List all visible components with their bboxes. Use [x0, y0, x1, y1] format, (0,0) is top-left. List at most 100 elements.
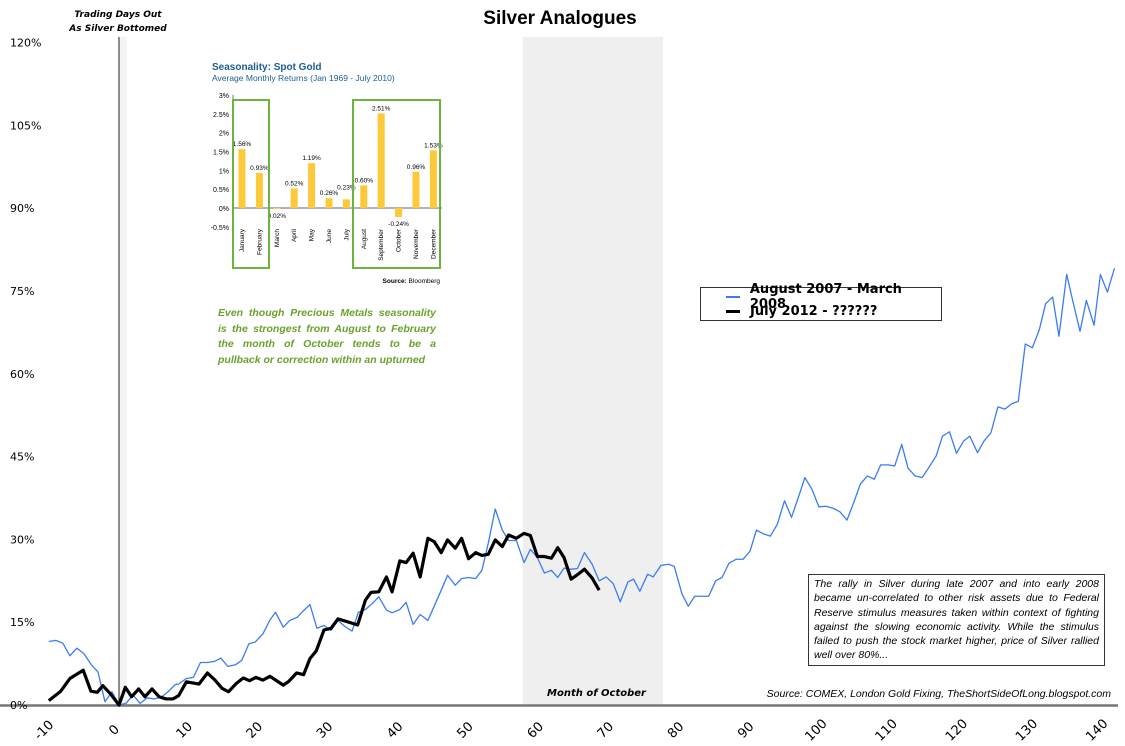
x-tick-label: 60 [525, 719, 547, 741]
inset-highlight-aug-dec [352, 99, 441, 269]
legend-label: August 2007 - March 2008 [749, 281, 902, 312]
seasonality-note: Even though Precious Metals seasonality … [218, 307, 436, 366]
inset-month-label: February [256, 228, 263, 255]
inset-y-tick-label: 0.5% [213, 187, 229, 194]
inset-value-label: 0.52% [285, 180, 304, 187]
y-tick-label: 90% [10, 202, 34, 215]
series-group [47, 268, 1116, 707]
inset-source-name: Bloomberg [407, 278, 441, 285]
inset-value-label: 1.53% [424, 142, 443, 149]
rally-note: The rally in Silver during late 2007 and… [808, 574, 1105, 666]
inset-bar [290, 188, 298, 208]
inset-title: Seasonality: Spot Gold [212, 62, 321, 73]
y-tick-label: 105% [10, 119, 41, 132]
inset-month-label: May [309, 228, 316, 241]
x-axis: -10 0 10 20 30 40 50 60 70 80 90 100 110 120 130 140 [32, 716, 1112, 744]
inset-value-label: 1.56% [233, 141, 252, 148]
inset-month-label: June [326, 229, 333, 243]
inset-bar [325, 198, 333, 208]
y-tick-label: 120% [10, 37, 41, 50]
source-note: Source: COMEX, London Gold Fixing, TheSh… [766, 688, 1111, 700]
inset-source: Source: Bloomberg [383, 278, 441, 285]
inset-y-tick-label: 0% [219, 206, 229, 213]
y-tick-label: 0% [10, 699, 27, 712]
inset-y-tick-label: -0.5% [211, 225, 229, 232]
inset-value-label: 2.51% [372, 105, 391, 112]
legend-swatch-blue [726, 295, 740, 298]
inset-month-label: September [378, 228, 385, 261]
inset-bar [412, 171, 420, 208]
inset-bar [360, 185, 368, 208]
x-tick-label: -10 [32, 718, 58, 744]
inset-month-label: December [430, 228, 437, 259]
inset-value-label: 1.19% [302, 155, 321, 162]
x-tick-label: 140 [1083, 716, 1111, 744]
y-tick-label: 60% [10, 368, 34, 381]
inset-month-label: August [361, 229, 368, 249]
series-line-2012 [47, 531, 601, 707]
inset-y-tick-label: 3% [219, 93, 229, 100]
inset-y-tick-label: 1% [219, 168, 229, 175]
inset-value-label: -0.24% [388, 221, 409, 228]
x-tick-label: 100 [802, 716, 830, 744]
legend: August 2007 - March 2008 July 2012 - ???… [700, 282, 942, 321]
x-axis-title-line2: As Silver Bottomed [69, 24, 167, 34]
bottom-day-shade [119, 37, 127, 705]
inset-bar [255, 172, 263, 208]
x-axis-title: Trading Days Out As Silver Bottomed [58, 8, 178, 36]
x-tick-label: 90 [735, 719, 757, 741]
inset-month-label: November [413, 228, 420, 259]
x-tick-label: 40 [384, 719, 406, 741]
inset-bar [377, 113, 385, 208]
inset-month-label: July [343, 228, 350, 240]
inset-bar [429, 150, 437, 208]
x-tick-label: 30 [314, 719, 336, 741]
series-line-2007-2008 [48, 268, 1116, 706]
legend-item-2012: July 2012 - ?????? [701, 304, 877, 319]
y-tick-label: 45% [10, 451, 34, 464]
x-tick-label: 130 [1013, 716, 1041, 744]
x-tick-label: 50 [454, 719, 476, 741]
inset-value-label: 0.60% [355, 177, 374, 184]
inset-source-label: Source: [383, 278, 407, 285]
legend-swatch-black [726, 310, 740, 313]
x-tick-label: 20 [244, 719, 266, 741]
inset-month-label: March [274, 229, 281, 247]
inset-y-tick-label: 2% [219, 131, 229, 138]
inset-value-label: 0.96% [407, 164, 426, 171]
x-axis-title-line1: Trading Days Out [74, 10, 162, 20]
x-tick-label: 110 [873, 716, 901, 744]
inset-month-label: April [291, 228, 298, 242]
y-tick-label: 75% [10, 285, 34, 298]
inset-month-label: October [396, 228, 403, 252]
inset-bar [238, 149, 246, 208]
y-tick-label: 30% [10, 533, 34, 546]
october-shaded-region [522, 37, 664, 705]
x-tick-label: 80 [665, 719, 687, 741]
legend-label: July 2012 - ?????? [750, 304, 878, 319]
inset-value-label: 0.93% [250, 165, 269, 172]
inset-bar [342, 199, 350, 208]
inset-bar [308, 163, 316, 208]
inset-y-tick-label: 2.5% [213, 112, 229, 119]
inset-y-tick-label: 1.5% [213, 149, 229, 156]
chart-title: Silver Analogues [483, 8, 636, 29]
inset-value-label: 0.26% [320, 190, 339, 197]
x-tick-label: 120 [943, 716, 971, 744]
month-of-october-label: Month of October [547, 688, 646, 699]
inset-bar [395, 208, 403, 218]
inset-value-label: 0.23% [337, 184, 356, 191]
y-tick-label: 15% [10, 616, 34, 629]
x-tick-label: 10 [174, 719, 196, 741]
y-axis: 0% 15% 30% 45% 60% 75% 90% 105% 120% [10, 37, 41, 712]
x-tick-label: 70 [595, 719, 617, 741]
inset-highlight-jan-feb [232, 99, 270, 269]
x-tick-label: 0 [106, 722, 122, 738]
legend-item-2007: August 2007 - March 2008 [701, 282, 941, 312]
inset-subtitle: Average Monthly Returns (Jan 1969 - July… [212, 73, 395, 83]
inset-month-label: January [239, 228, 246, 252]
inset-value-label: 0.02% [268, 213, 287, 220]
inset-bar [273, 208, 281, 209]
